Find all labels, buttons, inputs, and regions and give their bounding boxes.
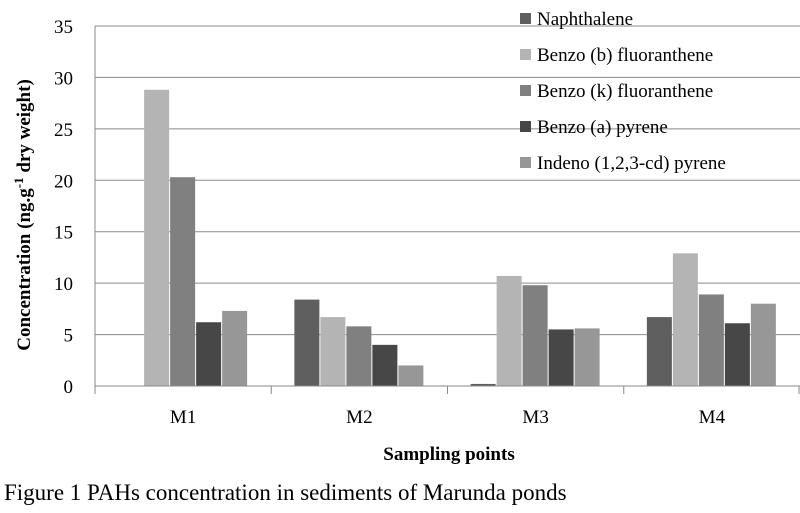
bar <box>548 329 574 386</box>
x-axis-title: Sampling points <box>383 444 514 465</box>
y-tick-label: 30 <box>54 68 73 89</box>
legend-swatch <box>520 13 531 24</box>
x-tick-label: M1 <box>170 407 196 428</box>
bar <box>398 365 424 386</box>
legend-label: Naphthalene <box>537 9 633 30</box>
y-axis-title: Concentration (ng.g-1 dry weight) <box>11 79 36 351</box>
legend-label: Indeno (1,2,3-cd) pyrene <box>537 153 726 174</box>
figure-caption: Figure 1 PAHs concentration in sediments… <box>4 480 567 505</box>
bar <box>372 344 398 386</box>
y-tick-label: 0 <box>64 377 74 398</box>
bar <box>698 294 724 386</box>
legend: Naphthalene Benzo (b) fluoranthene Benzo (… <box>520 9 726 174</box>
bar <box>496 275 522 386</box>
x-tick-label: M2 <box>346 407 372 428</box>
x-tick-label: M4 <box>699 407 726 428</box>
y-tick-label: 15 <box>54 223 73 244</box>
legend-swatch <box>520 85 531 96</box>
legend-label: Benzo (a) pyrene <box>537 117 668 138</box>
y-tick-label: 25 <box>54 120 73 141</box>
y-tick-label: 10 <box>54 274 73 295</box>
y-axis-title-unit: dry weight) <box>14 79 35 177</box>
y-tick-labels: 0 5 10 15 20 25 30 35 <box>54 17 73 398</box>
axes <box>94 26 800 394</box>
y-axis-title-superscript: -1 <box>11 177 26 188</box>
x-tick-labels: M1 M2 M3 M4 <box>170 407 726 428</box>
legend-label: Benzo (k) fluoranthene <box>537 81 713 102</box>
legend-swatch <box>520 49 531 60</box>
bar <box>646 317 672 386</box>
x-tick-label: M3 <box>522 407 548 428</box>
y-axis-title-main: Concentration (ng.g <box>14 188 35 351</box>
legend-swatch <box>520 121 531 132</box>
legend-swatch <box>520 157 531 168</box>
y-tick-label: 20 <box>54 171 73 192</box>
bar <box>222 310 248 386</box>
legend-label: Benzo (b) fluoranthene <box>537 45 713 66</box>
bar <box>522 285 548 386</box>
bar <box>470 383 496 386</box>
bar <box>144 89 170 387</box>
bar <box>672 253 698 386</box>
bars <box>144 89 776 387</box>
bar <box>724 323 750 386</box>
bar <box>320 317 346 386</box>
bar <box>574 328 600 386</box>
bar <box>346 326 372 386</box>
bar <box>196 322 222 386</box>
bar <box>294 299 320 386</box>
y-tick-label: 35 <box>54 17 73 38</box>
bar <box>170 177 196 386</box>
bar <box>750 303 776 386</box>
y-tick-label: 5 <box>64 326 74 347</box>
